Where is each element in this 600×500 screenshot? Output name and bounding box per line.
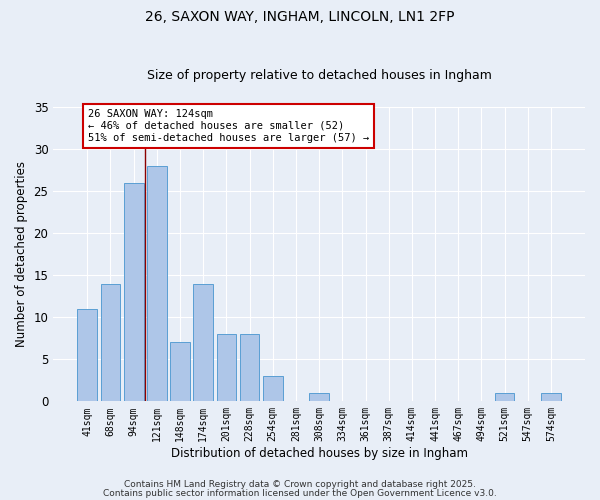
Bar: [147, 166, 167, 402]
X-axis label: Distribution of detached houses by size in Ingham: Distribution of detached houses by size …: [170, 447, 467, 460]
Bar: [217, 334, 236, 402]
Bar: [101, 284, 121, 402]
Bar: [309, 393, 329, 402]
Bar: [77, 309, 97, 402]
Title: Size of property relative to detached houses in Ingham: Size of property relative to detached ho…: [147, 69, 491, 82]
Text: 26 SAXON WAY: 124sqm
← 46% of detached houses are smaller (52)
51% of semi-detac: 26 SAXON WAY: 124sqm ← 46% of detached h…: [88, 110, 369, 142]
Text: Contains HM Land Registry data © Crown copyright and database right 2025.: Contains HM Land Registry data © Crown c…: [124, 480, 476, 489]
Bar: [193, 284, 213, 402]
Bar: [170, 342, 190, 402]
Bar: [124, 182, 143, 402]
Y-axis label: Number of detached properties: Number of detached properties: [15, 161, 28, 347]
Bar: [263, 376, 283, 402]
Bar: [541, 393, 561, 402]
Text: Contains public sector information licensed under the Open Government Licence v3: Contains public sector information licen…: [103, 490, 497, 498]
Bar: [240, 334, 259, 402]
Text: 26, SAXON WAY, INGHAM, LINCOLN, LN1 2FP: 26, SAXON WAY, INGHAM, LINCOLN, LN1 2FP: [145, 10, 455, 24]
Bar: [495, 393, 514, 402]
